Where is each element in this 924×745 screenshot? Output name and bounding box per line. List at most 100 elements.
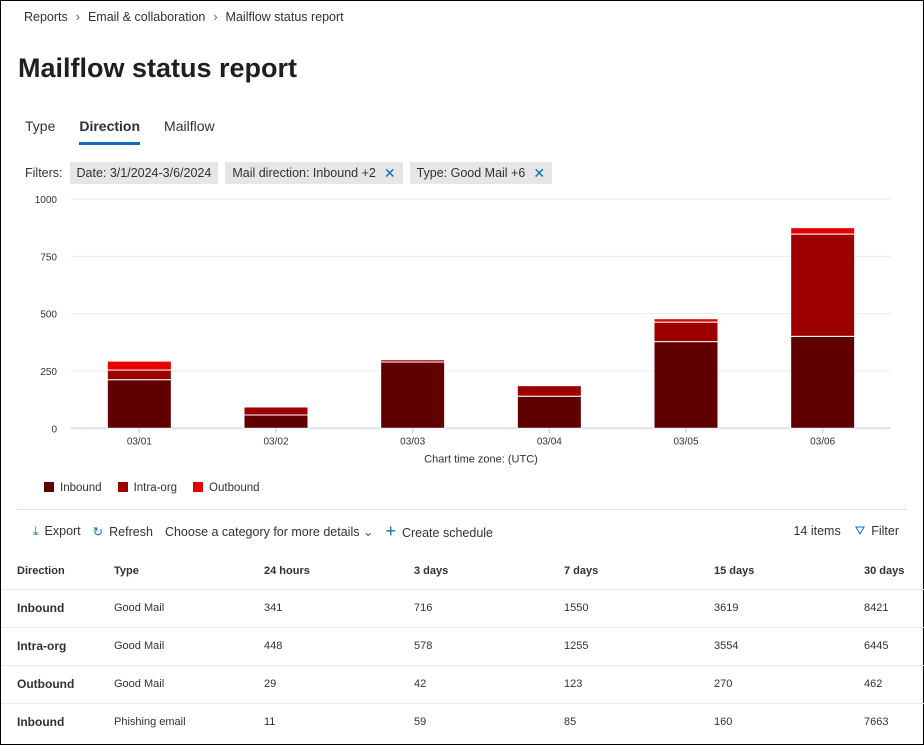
item-count: 14 items (793, 524, 841, 538)
export-button[interactable]: ⤓ Export (33, 524, 81, 538)
table-cell: 42 (398, 664, 548, 703)
legend-outbound[interactable]: Outbound (193, 482, 260, 494)
breadcrumb-reports[interactable]: Reports (24, 10, 68, 24)
bar-segment-intra-org (106, 369, 172, 381)
tab-direction[interactable]: Direction (79, 118, 141, 145)
table-cell: 448 (248, 626, 398, 665)
filter-button[interactable]: ⛛ Filter (854, 524, 899, 538)
table-cell: 270 (698, 664, 848, 703)
bar-segment-intra-org (653, 321, 719, 343)
filter-type-label: Type: Good Mail +6 (416, 166, 526, 180)
refresh-button[interactable]: ↻ Refresh (92, 525, 153, 539)
table-cell: 3554 (698, 626, 848, 665)
bar-segment-intra-org (380, 359, 446, 363)
table-cell: Inbound (1, 702, 98, 741)
column-header[interactable]: 15 days (714, 564, 755, 577)
bar-segment-inbound (653, 341, 719, 429)
download-icon: ⤓ (33, 524, 39, 538)
table-cell: 59 (398, 702, 548, 741)
breadcrumb: Reports › Email & collaboration › Mailflow… (24, 10, 344, 24)
tab-mailflow[interactable]: Mailflow (164, 118, 215, 134)
refresh-icon: ↻ (92, 525, 104, 539)
filter-icon: ⛛ (854, 524, 866, 538)
tabs: Type Direction Mailflow (25, 118, 215, 145)
table-row[interactable]: Inbound Phishing email 11 59 85 160 7663 (1, 702, 924, 741)
column-header[interactable]: Type (114, 564, 139, 577)
table-row[interactable]: Intra-org Good Mail 448 578 1255 3554 6445 (1, 626, 924, 665)
column-header[interactable]: 24 hours (264, 564, 310, 577)
table-row[interactable]: Outbound Good Mail 29 42 123 270 462 (1, 664, 924, 703)
filters-label: Filters: (25, 166, 63, 180)
bar-segment-outbound (106, 360, 172, 371)
bar-segment-inbound (243, 414, 309, 429)
table-cell: 462 (848, 664, 924, 703)
y-tick-label: 750 (40, 252, 57, 263)
table-cell: 160 (698, 702, 848, 741)
bar-segment-inbound (380, 361, 446, 429)
filter-direction[interactable]: Mail direction: Inbound +2 ✕ (225, 162, 403, 184)
table-cell: 85 (548, 702, 698, 741)
filter-date[interactable]: Date: 3/1/2024-3/6/2024 (69, 162, 219, 184)
filter-type[interactable]: Type: Good Mail +6 ✕ (409, 162, 553, 184)
table-cell: 6445 (848, 626, 924, 665)
table-row[interactable]: Inbound Good Mail 341 716 1550 3619 8421 (1, 588, 924, 627)
page-title: Mailflow status report (18, 53, 298, 83)
create-schedule-button[interactable]: + Create schedule (385, 521, 493, 541)
x-tick-label: 03/05 (673, 436, 698, 447)
bar-segment-inbound (516, 395, 582, 429)
breadcrumb-current: Mailflow status report (225, 10, 344, 24)
column-header[interactable]: 30 days (864, 564, 905, 577)
breadcrumb-email[interactable]: Email & collaboration (87, 10, 206, 24)
x-axis-label: Chart time zone: (UTC) (424, 453, 538, 465)
filters: Filters: Date: 3/1/2024-3/6/2024 Mail di… (25, 162, 553, 184)
table-cell: 1255 (548, 626, 698, 665)
plus-icon: + (385, 521, 396, 541)
close-icon[interactable]: ✕ (383, 164, 396, 181)
table-cell: Good Mail (98, 588, 248, 627)
filter-direction-label: Mail direction: Inbound +2 (232, 166, 376, 180)
chevron-right-icon: › (213, 10, 218, 24)
y-tick-label: 1000 (35, 195, 58, 206)
stacked-bar-chart: 0 250 500 750 1000 03/01 03/02 03/03 03/04 03/05 0… (35, 195, 891, 465)
bar-segment-outbound (790, 227, 856, 235)
bar-segment-outbound (653, 318, 719, 323)
data-table: Direction Type 24 hours 3 days 7 days 15 days… (1, 553, 924, 741)
table-cell: 3619 (698, 588, 848, 627)
table-cell: Good Mail (98, 664, 248, 703)
table-cell: 1550 (548, 588, 698, 627)
close-icon[interactable]: ✕ (533, 164, 546, 181)
column-header[interactable]: Direction (17, 564, 65, 577)
table-cell: 578 (398, 626, 548, 665)
x-tick-label: 03/04 (537, 436, 562, 447)
x-tick-label: 03/02 (263, 436, 288, 447)
table-cell: 8421 (848, 588, 924, 627)
chevron-down-icon: ⌄ (362, 525, 374, 539)
table-cell: 341 (248, 588, 398, 627)
divider (17, 509, 907, 510)
table-cell: 29 (248, 664, 398, 703)
chevron-right-icon: › (75, 10, 80, 24)
y-tick-label: 0 (51, 424, 57, 435)
table-cell: Outbound (1, 664, 98, 703)
legend: Inbound Intra-org Outbound (44, 482, 260, 494)
category-dropdown[interactable]: Choose a category for more details ⌄ (164, 525, 374, 539)
bar-segment-intra-org (243, 406, 309, 416)
filter-date-label: Date: 3/1/2024-3/6/2024 (76, 166, 212, 180)
y-tick-label: 250 (40, 367, 57, 378)
bar-segment-inbound (790, 335, 856, 429)
column-header[interactable]: 7 days (564, 564, 599, 577)
y-tick-label: 500 (40, 310, 57, 321)
bar-segment-inbound (106, 379, 172, 429)
table-cell: Intra-org (1, 626, 98, 665)
legend-intra-org[interactable]: Intra-org (117, 482, 177, 494)
x-tick-label: 03/06 (810, 436, 835, 447)
table-cell: 7663 (848, 702, 924, 741)
table-cell: Good Mail (98, 626, 248, 665)
tab-type[interactable]: Type (25, 118, 56, 134)
toolbar: ⤓ Export ↻ Refresh Choose a category for m… (33, 521, 899, 542)
x-tick-label: 03/03 (400, 436, 425, 447)
bar-segment-intra-org (516, 385, 582, 397)
table-cell: 11 (248, 702, 398, 741)
column-header[interactable]: 3 days (414, 564, 449, 577)
legend-inbound[interactable]: Inbound (44, 482, 102, 494)
